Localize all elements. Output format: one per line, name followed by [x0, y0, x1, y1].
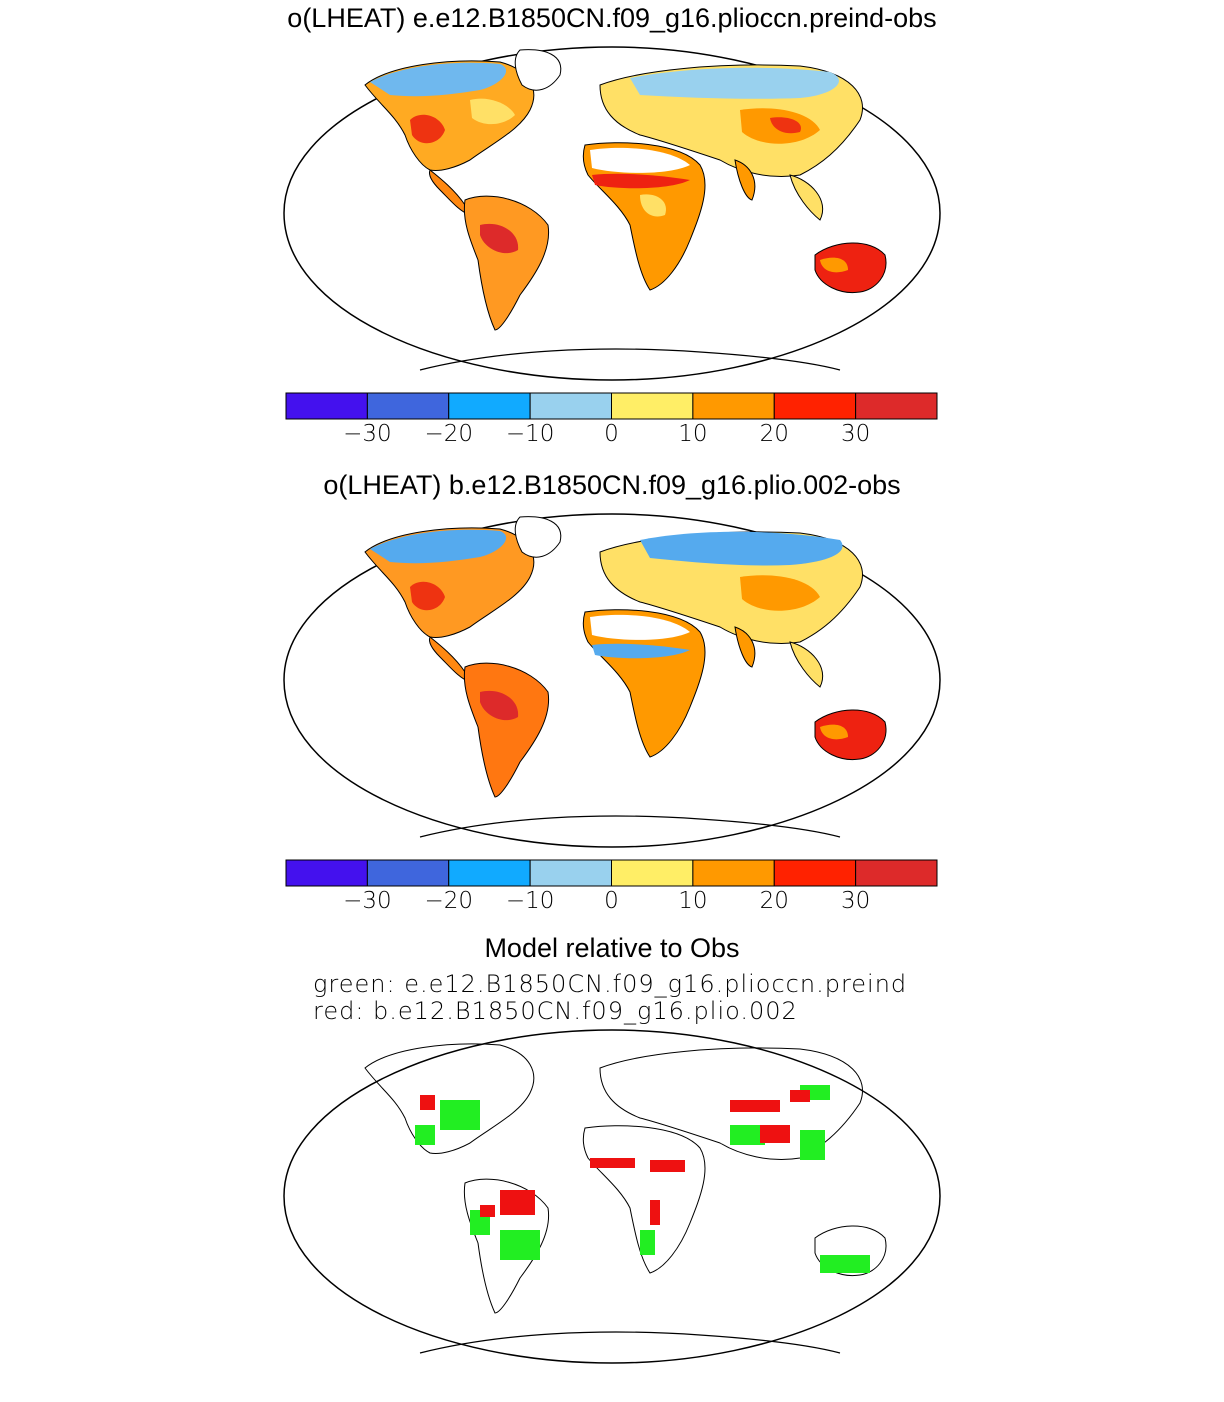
map-panel-2 [283, 513, 941, 887]
colorbar-tick-label: 0 [604, 421, 619, 447]
legend-green-text: green: e.e12.B1850CN.f09_g16.plioccn.pre… [313, 970, 908, 998]
colorbar-1 [285, 392, 938, 420]
colorbar-swatch [366, 859, 450, 887]
colorbar-tick-label: 10 [678, 421, 708, 447]
colorbar-2 [285, 859, 938, 887]
colorbar-tick-label: 20 [759, 421, 789, 447]
colorbar-swatch [529, 392, 612, 420]
comparison-title: Model relative to Obs [484, 933, 740, 963]
colorbar-swatch [692, 392, 775, 420]
colorbar-tick-label: −10 [505, 888, 555, 914]
colorbar-swatch [285, 392, 368, 420]
colorbar-swatch [448, 859, 531, 887]
colorbar-swatch [773, 859, 857, 887]
colorbar-swatch [692, 859, 775, 887]
colorbar-swatch [611, 859, 694, 887]
panel-1-title: o(LHEAT) e.e12.B1850CN.f09_g16.plioccn.p… [287, 3, 937, 33]
colorbar-tick-label: 20 [759, 888, 789, 914]
colorbar-swatch [611, 392, 694, 420]
colorbar-tick-label: 30 [840, 421, 871, 447]
colorbar-tick-label: 0 [604, 888, 619, 914]
colorbar-tick-label: −30 [343, 888, 392, 914]
colorbar-tick-label: −30 [343, 421, 392, 447]
map-panel-3 [283, 1029, 941, 1364]
colorbar-swatch [366, 392, 450, 420]
colorbar-swatch [855, 859, 938, 887]
colorbar-tick-label: 30 [840, 888, 871, 914]
colorbar-tick-label: −20 [424, 888, 474, 914]
legend-red-text: red: b.e12.B1850CN.f09_g16.plio.002 [313, 997, 798, 1025]
map-panel-1 [283, 46, 941, 420]
colorbar-tick-label: 10 [678, 888, 708, 914]
colorbar-swatch [529, 859, 612, 887]
colorbar-swatch [448, 392, 531, 420]
panel-2-title: o(LHEAT) b.e12.B1850CN.f09_g16.plio.002-… [323, 470, 901, 500]
colorbar-swatch [773, 392, 857, 420]
colorbar-swatch [855, 392, 938, 420]
colorbar-tick-label: −10 [505, 421, 555, 447]
colorbar-tick-label: −20 [424, 421, 474, 447]
colorbar-swatch [285, 859, 368, 887]
